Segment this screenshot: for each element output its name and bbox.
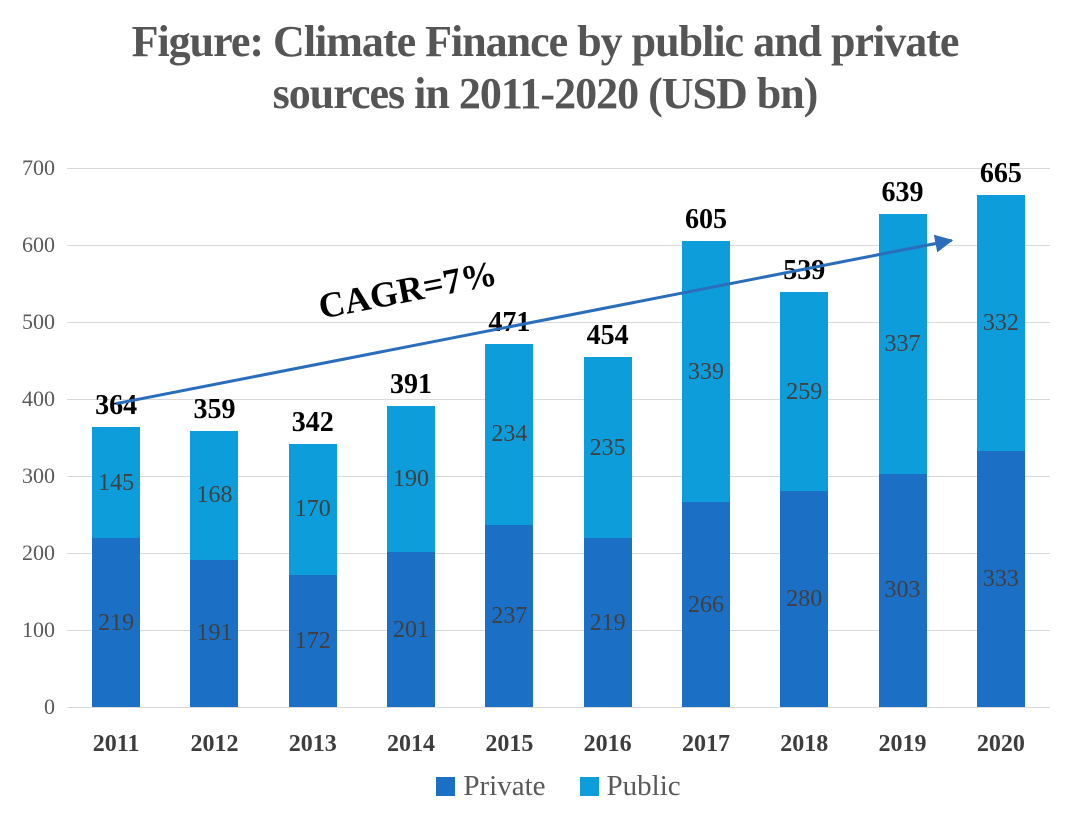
trend-arrow-line — [115, 234, 954, 406]
bar-2013-public-value: 170 — [294, 496, 331, 523]
bar-2014-public-segment — [387, 405, 436, 553]
legend-item-private: Private — [436, 770, 546, 803]
bar-2019-public-value: 337 — [884, 330, 921, 357]
bar-2012-public-segment — [190, 430, 239, 560]
bar-2018-public-segment — [780, 291, 829, 492]
bar-2014-public-value: 190 — [393, 466, 430, 493]
bar-2018-private-value: 280 — [786, 586, 823, 613]
legend-label-private: Private — [463, 770, 546, 802]
bar-2011-private-segment — [92, 538, 141, 707]
bar-2017-private-value: 266 — [687, 591, 724, 618]
bar-2019-private-segment — [878, 473, 927, 707]
bar-2011-total-label: 364 — [95, 389, 138, 421]
x-tick-label-2017: 2017 — [681, 731, 730, 757]
bar-2020-private-segment — [976, 450, 1025, 707]
bar-2019-public-segment — [878, 214, 927, 474]
bar-2016-private-value: 219 — [589, 609, 626, 636]
y-tick-label-400: 400 — [22, 386, 55, 411]
gridline-300 — [67, 476, 1050, 477]
x-tick-label-2016: 2016 — [583, 731, 632, 757]
bar-2020-public-value: 332 — [982, 309, 1019, 336]
bar-2013-private-value: 172 — [294, 627, 331, 654]
bar-2011-private-value: 219 — [98, 609, 135, 636]
x-tick-label-2012: 2012 — [190, 731, 239, 757]
bar-2020-private-value: 333 — [982, 565, 1019, 592]
bar-2013-private-segment — [288, 574, 337, 707]
legend: Private Public — [67, 770, 1050, 803]
bar-2020-total-label: 665 — [979, 157, 1022, 189]
gridline-600 — [67, 245, 1050, 246]
x-tick-label-2020: 2020 — [976, 731, 1025, 757]
bar-2013-public-segment — [288, 443, 337, 575]
gridline-200 — [67, 553, 1050, 554]
y-tick-label-0: 0 — [44, 694, 55, 719]
bar-2018-private-segment — [780, 491, 829, 707]
bar-2013-total-label: 342 — [291, 406, 334, 438]
legend-label-public: Public — [606, 770, 681, 802]
y-tick-label-500: 500 — [22, 309, 55, 334]
gridline-700 — [67, 168, 1050, 169]
gridline-100 — [67, 630, 1050, 631]
bar-2015-public-value: 234 — [491, 421, 528, 448]
bar-2016-public-segment — [583, 357, 632, 539]
gridline-400 — [67, 399, 1050, 400]
plot-area: CAGR=7% 219 145 364 2011 191 168 359 2012 172 170… — [67, 158, 1050, 757]
bar-2012-private-value: 191 — [196, 620, 233, 647]
legend-swatch-private — [436, 777, 456, 796]
bar-2018-public-value: 259 — [786, 378, 823, 405]
legend-item-public: Public — [579, 770, 681, 803]
x-tick-label-2018: 2018 — [780, 731, 829, 757]
gridline-500 — [67, 322, 1050, 323]
bar-2017-total-label: 605 — [684, 204, 727, 236]
y-tick-label-300: 300 — [22, 463, 55, 488]
legend-swatch-public — [579, 777, 599, 796]
gridline-0 — [67, 707, 1050, 708]
bar-2019-total-label: 639 — [881, 177, 924, 209]
y-tick-label-100: 100 — [22, 617, 55, 642]
bar-2012-total-label: 359 — [193, 393, 236, 425]
y-tick-label-700: 700 — [22, 155, 55, 180]
x-tick-label-2011: 2011 — [92, 731, 140, 757]
x-tick-label-2015: 2015 — [485, 731, 534, 757]
bar-2016-private-segment — [583, 538, 632, 707]
bar-2015-private-value: 237 — [491, 602, 528, 629]
x-tick-label-2019: 2019 — [878, 731, 927, 757]
bar-2012-private-segment — [190, 559, 239, 707]
bar-2015-public-segment — [485, 344, 534, 525]
y-tick-label-600: 600 — [22, 232, 55, 257]
bar-2019-private-value: 303 — [884, 577, 921, 604]
bar-2020-public-segment — [976, 194, 1025, 451]
bar-2016-public-value: 235 — [589, 434, 626, 461]
bar-2014-private-segment — [387, 552, 436, 707]
bar-2011-public-segment — [92, 426, 141, 539]
bar-2014-private-value: 201 — [393, 616, 430, 643]
bar-2012-public-value: 168 — [196, 482, 233, 509]
bar-2014-total-label: 391 — [390, 368, 433, 400]
trend-arrow — [115, 234, 954, 406]
bar-2017-private-segment — [681, 502, 730, 707]
bar-2011-public-value: 145 — [98, 469, 135, 496]
chart-title-line1: Figure: Climate Finance by public and pr… — [131, 17, 960, 66]
chart-title: Figure: Climate Finance by public and pr… — [0, 16, 1090, 120]
bar-2016-total-label: 454 — [586, 320, 629, 352]
x-tick-label-2013: 2013 — [288, 731, 337, 757]
y-tick-label-200: 200 — [22, 540, 55, 565]
bar-2015-private-segment — [485, 524, 534, 707]
x-tick-label-2014: 2014 — [387, 731, 436, 757]
chart-title-line2: sources in 2011-2020 (USD bn) — [272, 69, 819, 118]
bar-2017-public-value: 339 — [687, 358, 724, 385]
